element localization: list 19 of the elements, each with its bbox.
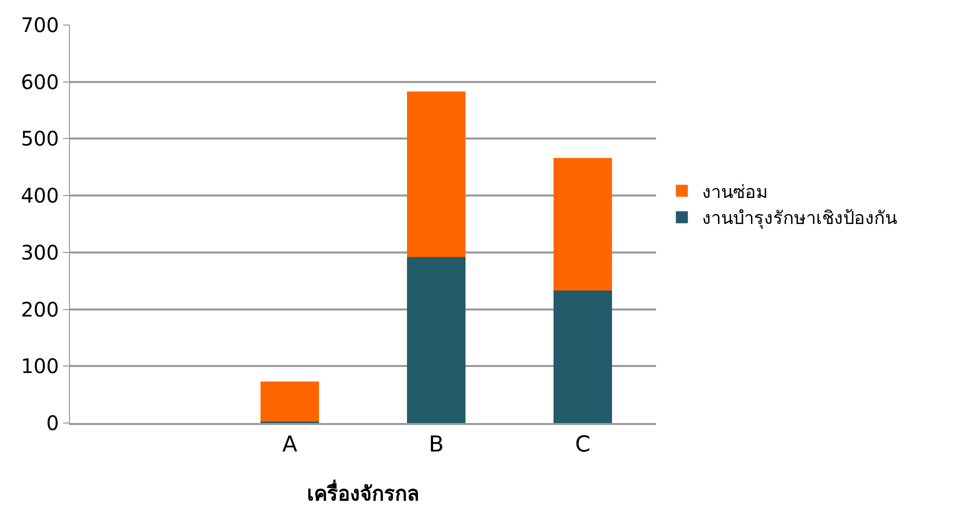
y-tick-label: 300	[20, 240, 59, 264]
y-tick-label: 400	[20, 184, 59, 208]
y-tick-label: 0	[46, 411, 59, 435]
y-tick-label: 600	[20, 70, 59, 94]
legend-label: งานซ่อม	[702, 182, 768, 203]
x-tick-label: A	[282, 432, 298, 458]
y-tick-label: 100	[20, 354, 59, 378]
bar	[553, 158, 612, 291]
y-tick-label: 200	[20, 297, 59, 322]
bar	[260, 381, 320, 422]
bar	[406, 256, 466, 423]
x-axis-title: เครื่องจักรกล	[307, 478, 419, 506]
y-tick-label: 500	[20, 126, 59, 151]
legend-label: งานบำรุงรักษาเชิงป้องกัน	[702, 208, 897, 230]
y-tick-label: 700	[20, 13, 59, 37]
x-tick-label: B	[428, 432, 444, 458]
bar	[406, 92, 466, 257]
x-tick-label: C	[575, 432, 590, 458]
bar	[553, 290, 612, 423]
